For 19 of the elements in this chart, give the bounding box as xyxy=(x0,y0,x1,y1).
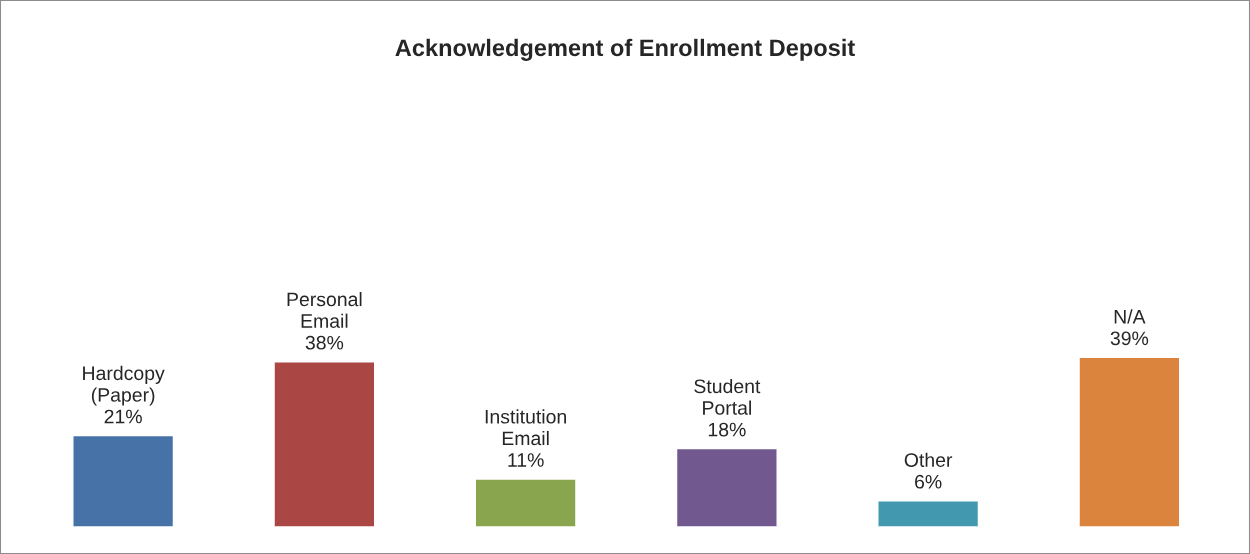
x-tick-label: Other xyxy=(904,452,953,467)
bar xyxy=(273,361,376,527)
data-label: 11% xyxy=(508,453,544,467)
x-tick-label: Student Portal xyxy=(694,378,761,415)
data-label: 38% xyxy=(305,335,344,350)
data-label: 21% xyxy=(104,409,142,424)
x-tick-label: Personal Email xyxy=(287,291,362,328)
bar xyxy=(675,447,778,527)
data-label: 6% xyxy=(915,474,942,489)
bar xyxy=(1078,356,1181,527)
bar xyxy=(474,478,577,527)
x-tick-label: Institution Email xyxy=(485,409,566,446)
x-tick-label: Hardcopy (Paper) xyxy=(83,365,165,406)
data-label: 39% xyxy=(1110,331,1149,346)
chart-title: Acknowledgement of Enrollment Deposit xyxy=(395,38,855,61)
data-label: 18% xyxy=(708,422,746,437)
bar xyxy=(877,500,980,527)
x-tick-label: N/A xyxy=(1114,309,1146,324)
bar xyxy=(72,434,175,527)
